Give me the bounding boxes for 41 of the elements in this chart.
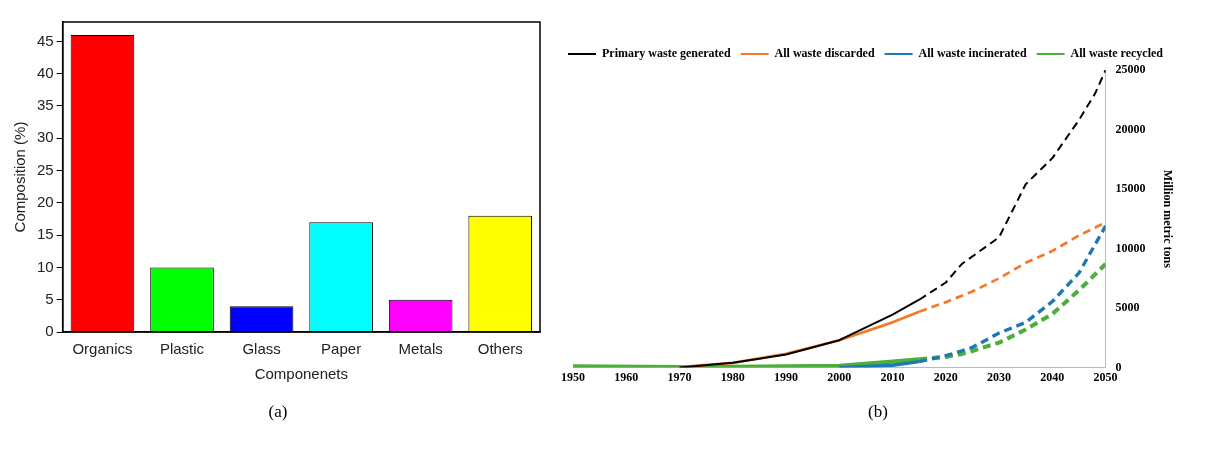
y-tick-label: 25 [37,160,54,178]
y-tick-label: 25000 [1115,62,1146,77]
x-tick-label: Others [477,340,523,358]
y-axis-title: Million metric tons [1160,169,1175,269]
x-tick-label: 2030 [987,369,1012,384]
x-tick-label: 1970 [667,369,692,384]
y-tick-label: 20 [37,192,54,210]
y-tick-label: 45 [37,31,54,49]
y-tick-label: 0 [45,322,54,340]
y-tick-label: 10 [37,257,54,275]
y-axis-title: Composition (%) [11,121,29,233]
x-tick-label: Organics [72,340,133,358]
x-tick-label: 2000 [827,369,852,384]
x-axis-title: Componenets [254,365,349,383]
x-tick-label: 2020 [933,369,958,384]
y-tick-label: 15 [37,225,54,243]
y-tick-label: 35 [37,96,54,114]
legend-label: All waste incinerated [918,46,1027,61]
x-tick-label: Metals [398,340,443,358]
y-tick-label: 5 [45,289,54,307]
legend-label: All waste discarded [774,46,875,61]
y-tick-label: 5000 [1115,300,1140,315]
x-tick-label: Plastic [159,340,205,358]
x-tick-label: Glass [242,340,281,358]
text: (a) [268,402,288,422]
y-tick-label: 10000 [1115,240,1146,255]
y-tick-label: 40 [37,63,54,81]
legend-label: Primary waste generated [602,46,731,61]
x-tick-label: 2040 [1040,369,1065,384]
y-tick-label: 20000 [1115,121,1146,136]
x-tick-label: 1980 [720,369,745,384]
y-tick-label: 30 [37,128,54,146]
text: (b) [868,402,888,422]
x-tick-label: 1950 [561,369,585,384]
x-tick-label: Paper [321,340,362,358]
x-tick-label: 1960 [614,369,639,384]
x-tick-label: 1990 [774,369,799,384]
y-tick-label: 0 [1115,359,1122,374]
y-tick-label: 15000 [1115,181,1146,196]
legend-label: All waste recycled [1070,46,1164,61]
x-tick-label: 2010 [880,369,905,384]
